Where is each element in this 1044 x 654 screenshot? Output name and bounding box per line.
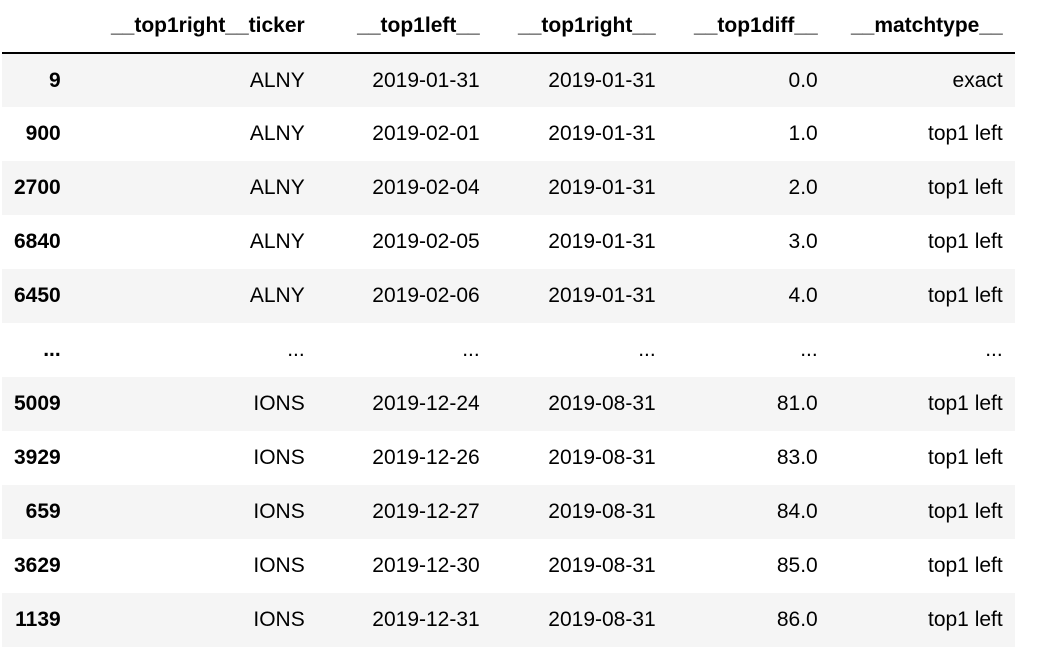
cell-top1diff: 4.0 — [788, 284, 818, 307]
header-row: __top1right__ticker __top1left__ __top1r… — [2, 0, 1015, 54]
cell-top1diff: 85.0 — [776, 554, 818, 577]
cell-top1diff: 0.0 — [788, 68, 818, 92]
cell-top1right: 2019-08-31 — [548, 554, 656, 577]
table-row: 6450 ALNY 2019-02-06 2019-01-31 4.0 top1… — [2, 269, 1015, 323]
cell-matchtype: top1 left — [927, 230, 1003, 253]
table-row: 9 ALNY 2019-01-31 2019-01-31 0.0 exact — [2, 53, 1015, 107]
cell-ticker: IONS — [253, 554, 305, 577]
cell-ticker: IONS — [253, 446, 305, 469]
cell-top1left: 2019-02-05 — [372, 230, 480, 253]
cell-matchtype: top1 left — [927, 554, 1003, 577]
cell-top1right: 2019-08-31 — [548, 608, 656, 631]
row-index: ... — [43, 338, 61, 361]
cell-top1right: 2019-08-31 — [548, 392, 656, 415]
cell-ticker: IONS — [253, 500, 305, 523]
cell-top1diff: ... — [800, 338, 818, 361]
cell-top1left: 2019-12-26 — [372, 446, 480, 469]
row-index: 3629 — [14, 554, 61, 577]
cell-top1left: 2019-12-31 — [372, 608, 480, 631]
cell-top1right: ... — [638, 338, 656, 361]
cell-top1left: 2019-12-24 — [372, 392, 480, 415]
cell-top1right: 2019-01-31 — [548, 176, 656, 199]
cell-ticker: IONS — [253, 392, 305, 415]
table-row: 5009 IONS 2019-12-24 2019-08-31 81.0 top… — [2, 377, 1015, 431]
row-index: 659 — [25, 500, 61, 523]
cell-ticker: ... — [287, 338, 305, 361]
cell-ticker: ALNY — [249, 122, 305, 145]
cell-matchtype: top1 left — [927, 284, 1003, 307]
cell-top1diff: 3.0 — [788, 230, 818, 253]
cell-top1left: 2019-12-30 — [372, 554, 480, 577]
table-row: 2700 ALNY 2019-02-04 2019-01-31 2.0 top1… — [2, 161, 1015, 215]
table-row: 3929 IONS 2019-12-26 2019-08-31 83.0 top… — [2, 431, 1015, 485]
cell-top1right: 2019-01-31 — [548, 122, 656, 145]
cell-top1diff: 84.0 — [776, 500, 818, 523]
dataframe-table: __top1right__ticker __top1left__ __top1r… — [2, 0, 1015, 647]
cell-top1left: 2019-01-31 — [372, 68, 480, 92]
cell-top1left: 2019-02-01 — [372, 122, 480, 145]
cell-matchtype: top1 left — [927, 392, 1003, 415]
table-row: 3629 IONS 2019-12-30 2019-08-31 85.0 top… — [2, 539, 1015, 593]
cell-top1diff: 2.0 — [788, 176, 818, 199]
cell-matchtype: top1 left — [927, 122, 1003, 145]
row-index: 3929 — [14, 446, 61, 469]
row-index: 6840 — [14, 230, 61, 253]
cell-ticker: ALNY — [249, 68, 305, 92]
header-index — [2, 0, 73, 54]
table-row: 1139 IONS 2019-12-31 2019-08-31 86.0 top… — [2, 593, 1015, 647]
cell-matchtype: top1 left — [927, 500, 1003, 523]
header-top1left: __top1left__ — [316, 0, 492, 54]
cell-top1diff: 1.0 — [788, 122, 818, 145]
table-header: __top1right__ticker __top1left__ __top1r… — [2, 0, 1015, 54]
row-index: 5009 — [14, 392, 61, 415]
cell-ticker: ALNY — [249, 176, 305, 199]
cell-matchtype: top1 left — [927, 608, 1003, 631]
cell-matchtype: exact — [952, 68, 1003, 92]
cell-top1right: 2019-01-31 — [548, 230, 656, 253]
cell-top1right: 2019-08-31 — [548, 446, 656, 469]
cell-top1left: ... — [462, 338, 480, 361]
cell-top1right: 2019-08-31 — [548, 500, 656, 523]
cell-top1right: 2019-01-31 — [548, 68, 656, 92]
table-row: 900 ALNY 2019-02-01 2019-01-31 1.0 top1 … — [2, 107, 1015, 161]
header-ticker: __top1right__ticker — [72, 0, 317, 54]
row-index: 900 — [25, 122, 61, 145]
cell-matchtype: top1 left — [927, 176, 1003, 199]
cell-top1diff: 83.0 — [776, 446, 818, 469]
header-matchtype: __matchtype__ — [829, 0, 1015, 54]
cell-top1diff: 81.0 — [776, 392, 818, 415]
cell-top1right: 2019-01-31 — [548, 284, 656, 307]
table-row: 6840 ALNY 2019-02-05 2019-01-31 3.0 top1… — [2, 215, 1015, 269]
cell-ticker: IONS — [253, 608, 305, 631]
row-index: 6450 — [14, 284, 61, 307]
cell-top1left: 2019-12-27 — [372, 500, 480, 523]
cell-matchtype: top1 left — [927, 446, 1003, 469]
cell-ticker: ALNY — [249, 230, 305, 253]
cell-top1left: 2019-02-04 — [372, 176, 480, 199]
table-row: 659 IONS 2019-12-27 2019-08-31 84.0 top1… — [2, 485, 1015, 539]
ellipsis-row: ... ... ... ... ... ... — [2, 323, 1015, 377]
cell-top1diff: 86.0 — [776, 608, 818, 631]
cell-ticker: ALNY — [249, 284, 305, 307]
cell-matchtype: ... — [985, 338, 1003, 361]
header-top1right: __top1right__ — [491, 0, 668, 54]
row-index: 1139 — [15, 608, 61, 631]
header-top1diff: __top1diff__ — [667, 0, 830, 54]
cell-top1left: 2019-02-06 — [372, 284, 480, 307]
table-body: 9 ALNY 2019-01-31 2019-01-31 0.0 exact 9… — [2, 53, 1015, 647]
row-index: 2700 — [14, 176, 61, 199]
row-index: 9 — [49, 68, 61, 92]
